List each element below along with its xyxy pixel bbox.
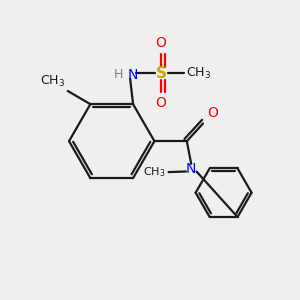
Text: O: O	[156, 96, 167, 110]
Text: N: N	[127, 68, 138, 82]
Text: CH$_3$: CH$_3$	[186, 66, 211, 81]
Text: CH$_3$: CH$_3$	[143, 165, 166, 179]
Text: CH$_3$: CH$_3$	[40, 74, 65, 89]
Text: S: S	[155, 66, 167, 81]
Text: O: O	[207, 106, 218, 120]
Text: H: H	[114, 68, 124, 81]
Text: O: O	[156, 36, 167, 50]
Text: N: N	[186, 162, 196, 176]
